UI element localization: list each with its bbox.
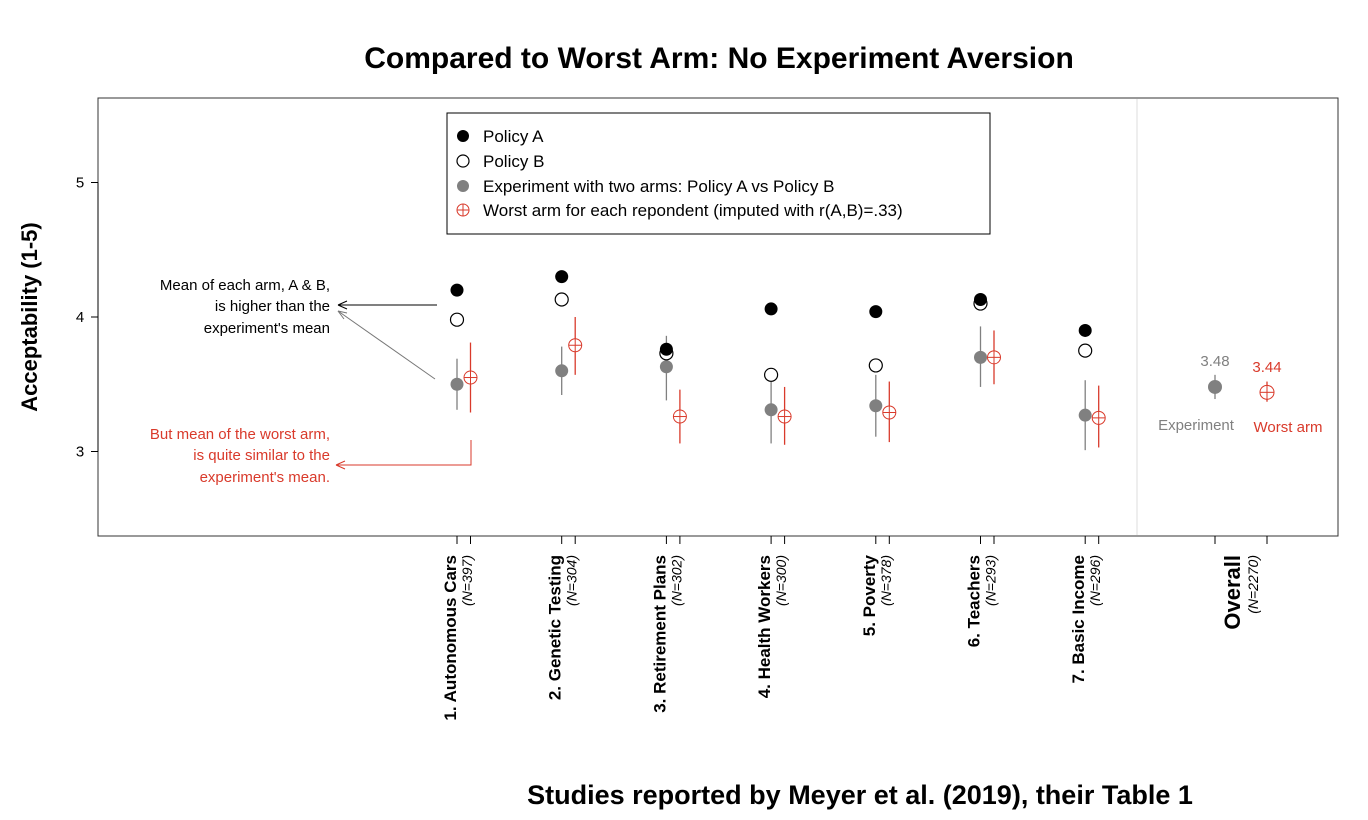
policy-a-point	[1078, 323, 1092, 337]
legend-marker-worst-arm	[456, 203, 470, 217]
annotation-black-line-1: Mean of each arm, A & B,	[160, 277, 330, 294]
annotation-red: But mean of the worst arm, is quite simi…	[150, 426, 472, 486]
category-label: 5. Poverty	[860, 554, 879, 636]
legend-marker-policy-b	[456, 154, 470, 168]
legend-label-worst-arm: Worst arm for each repondent (imputed wi…	[483, 201, 903, 220]
category-n: (N=300)	[773, 555, 789, 606]
experiment-point	[974, 350, 987, 364]
experiment-point	[450, 377, 464, 391]
policy-a-point	[450, 283, 464, 297]
x-axis-label: Studies reported by Meyer et al. (2019),…	[527, 780, 1193, 810]
annotation-gray-arrow	[337, 310, 436, 380]
legend-label-policy-b: Policy B	[483, 152, 544, 171]
category-n: (N=397)	[459, 555, 475, 606]
annotation-red-line-3: experiment's mean.	[200, 469, 330, 486]
overall-worst-arm-value: 3.44	[1252, 359, 1281, 376]
annotation-gray-arrowhead	[337, 310, 348, 320]
x-axis: 1. Autonomous Cars (N=397) 2. Genetic Test…	[441, 536, 1103, 721]
experiment-point	[659, 360, 673, 374]
y-axis-label: Acceptability (1-5)	[17, 222, 42, 412]
annotation-black-arrowhead	[337, 300, 348, 310]
legend-marker-experiment	[457, 180, 469, 192]
category-label: 1. Autonomous Cars	[441, 555, 460, 721]
category-label: 7. Basic Income	[1069, 555, 1088, 684]
overall-label: Overall	[1220, 555, 1245, 630]
annotation-red-line-1: But mean of the worst arm,	[150, 426, 330, 443]
legend: Policy A Policy B Experiment with two ar…	[446, 112, 991, 235]
policy-b-point	[449, 312, 465, 327]
policy-b-point	[1078, 343, 1093, 358]
category-label: 4. Health Workers	[755, 555, 774, 698]
category-n: (N=378)	[878, 555, 894, 606]
overall-n: (N=2270)	[1245, 555, 1261, 614]
policy-a-point	[764, 302, 778, 316]
legend-label-policy-a: Policy A	[483, 127, 544, 146]
overall-experiment-point	[1208, 379, 1222, 394]
annotation-black-line-2: is higher than the	[215, 298, 330, 315]
policy-a-point	[555, 270, 569, 284]
legend-label-experiment: Experiment with two arms: Policy A vs Po…	[483, 177, 834, 196]
policy-b-point	[763, 367, 779, 382]
policy-b-point	[868, 358, 883, 373]
chart-title: Compared to Worst Arm: No Experiment Ave…	[364, 42, 1074, 75]
experiment-point	[1078, 408, 1092, 422]
legend-box	[446, 112, 991, 235]
experiment-point	[869, 399, 883, 413]
y-tick-label: 5	[76, 175, 84, 192]
overall-experiment-value: 3.48	[1200, 353, 1229, 370]
y-tick-label: 3	[76, 444, 84, 461]
policy-b-point	[554, 292, 569, 307]
experiment-point	[555, 364, 569, 378]
policy-a-point	[974, 293, 987, 307]
overall-experiment-caption: Experiment	[1158, 417, 1235, 434]
policy-a-point	[659, 342, 673, 356]
overall-worst-arm-caption: Worst arm	[1254, 419, 1323, 436]
data-marks	[449, 270, 1106, 451]
category-n: (N=293)	[983, 555, 999, 606]
annotation-red-arrowhead	[335, 460, 346, 470]
category-n: (N=304)	[564, 555, 580, 606]
legend-marker-policy-a	[457, 130, 469, 142]
category-n: (N=302)	[668, 555, 684, 606]
annotation-black: Mean of each arm, A & B, is higher than …	[160, 277, 437, 380]
category-label: 2. Genetic Testing	[546, 555, 565, 700]
annotation-red-line-2: is quite similar to the	[193, 447, 330, 464]
annotation-black-line-3: experiment's mean	[204, 320, 330, 337]
category-label: 3. Retirement Plans	[650, 555, 669, 713]
overall-group: Overall (N=2270) 3.48 3.44 Experiment Worst a…	[1158, 353, 1322, 630]
category-n: (N=296)	[1087, 555, 1103, 606]
policy-a-point	[869, 305, 883, 319]
category-label: 6. Teachers	[965, 555, 984, 647]
y-axis: 3 4 5	[76, 175, 99, 461]
annotation-red-arrow	[336, 440, 472, 466]
y-tick-label: 4	[76, 309, 84, 326]
experiment-point	[764, 403, 778, 417]
